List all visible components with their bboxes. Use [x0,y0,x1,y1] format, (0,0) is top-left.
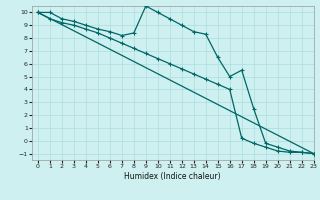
X-axis label: Humidex (Indice chaleur): Humidex (Indice chaleur) [124,172,221,181]
